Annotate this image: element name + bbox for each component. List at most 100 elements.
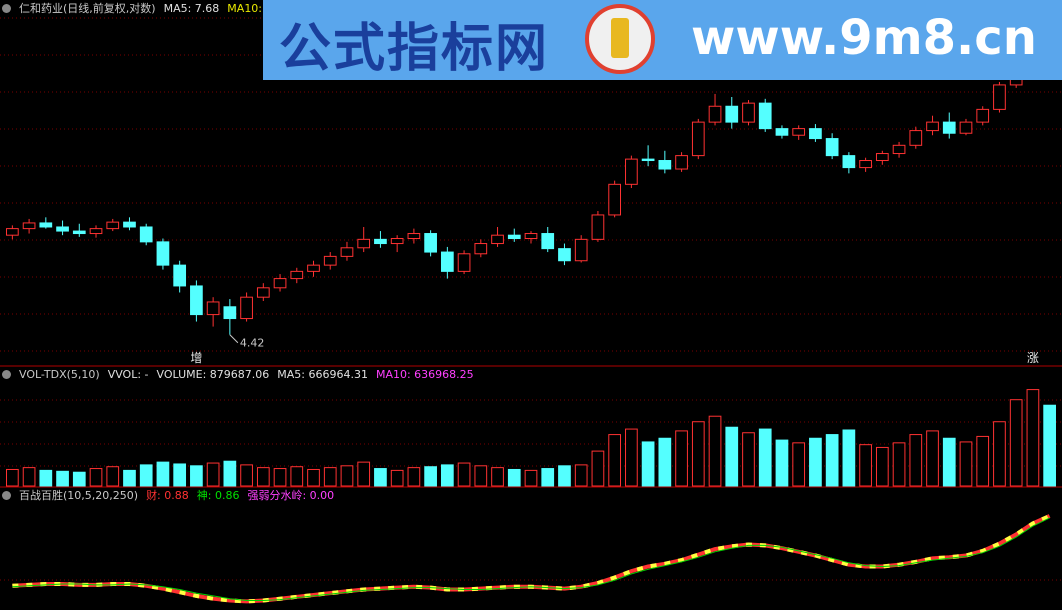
toggle-icon[interactable] (2, 369, 11, 379)
volume-bar (859, 444, 872, 487)
volume-header: VOL-TDX(5,10) VVOL: - VOLUME: 879687.06 MA5… (2, 367, 474, 381)
candle-body (474, 243, 488, 255)
volume-bar (1009, 399, 1023, 487)
candle-body (725, 105, 739, 123)
legend-entry: MA10: 636968.25 (375, 367, 474, 381)
candle-body (859, 160, 872, 169)
volume-bar (357, 461, 371, 487)
candle-body (323, 255, 337, 266)
volume-bar (725, 426, 739, 487)
volume-bar (290, 466, 304, 487)
volume-bar (390, 469, 404, 487)
volume-bar (156, 461, 170, 487)
candle-body (558, 248, 571, 262)
low-label: 4.42 (240, 337, 265, 350)
volume-bar (106, 466, 120, 487)
candle-body (6, 228, 19, 236)
volume-bar (206, 462, 220, 487)
volume-bar (39, 469, 53, 487)
watermark-url: www.9m8.cn (691, 10, 1037, 66)
volume-bar (742, 432, 755, 487)
volume-bar (307, 468, 320, 487)
candle-body (106, 221, 120, 230)
volume-bar (407, 467, 421, 487)
legend-entry: MA5: 7.68 (163, 1, 220, 15)
candle-body (892, 144, 906, 155)
watermark-title: 公式指标网 (279, 19, 550, 79)
volume-bar (809, 437, 822, 487)
signal-label: 涨 (1027, 350, 1039, 365)
candle-body (574, 238, 588, 262)
panel-title: 仁和药业(日线,前复权,对数) (19, 2, 156, 15)
volume-bar (926, 430, 939, 487)
volume-bar (1043, 404, 1056, 487)
volume-bar (22, 467, 36, 487)
candle-body (742, 102, 755, 123)
volume-bar (374, 468, 387, 487)
volume-bar (641, 441, 655, 487)
candle-body (708, 105, 722, 123)
volume-bar (691, 421, 705, 487)
candle-body (390, 238, 404, 245)
toggle-icon[interactable] (2, 3, 11, 13)
volume-bar (574, 464, 588, 487)
volume-bar (1026, 389, 1040, 487)
candle-body (357, 238, 371, 249)
volume-bar (223, 460, 237, 487)
volume-bar (875, 446, 889, 487)
candle-body (976, 108, 990, 123)
candle-body (424, 233, 437, 253)
candle-body (608, 183, 622, 216)
volume-bar (323, 467, 337, 487)
volume-bar (340, 465, 354, 487)
candle-body (156, 241, 170, 266)
volume-bar (909, 434, 923, 487)
legend-entry: VVOL: - (107, 367, 149, 381)
candle-body (959, 121, 973, 134)
candle-body (123, 221, 136, 228)
toggle-icon[interactable] (2, 490, 11, 500)
candle-body (825, 138, 839, 157)
legend-entry: MA10: (227, 1, 263, 15)
candle-body (909, 130, 923, 146)
candle-body (524, 233, 538, 240)
volume-bar (240, 464, 253, 487)
volume-bar (256, 467, 270, 487)
candle-body (491, 234, 504, 245)
candle-body (591, 214, 605, 240)
volume-bar (424, 466, 437, 487)
volume-bar (608, 434, 622, 487)
volume-bar (758, 428, 772, 487)
candle-body (256, 287, 270, 298)
candle-body (942, 121, 956, 134)
volume-bar (708, 415, 722, 487)
low-marker (229, 334, 239, 344)
volume-bar (675, 430, 688, 487)
candle-body (775, 128, 789, 136)
candle-body (89, 228, 103, 235)
volume-bar (173, 463, 187, 487)
volume-bar (892, 442, 906, 487)
volume-bar (474, 465, 488, 487)
volume-bar (591, 450, 605, 487)
volume-bar (190, 465, 203, 487)
volume-bar (775, 439, 789, 487)
volume-bar (993, 421, 1006, 487)
candle-body (56, 226, 69, 232)
volume-bar (558, 465, 571, 487)
volume-bar (942, 437, 956, 487)
candle-body (273, 278, 287, 289)
candle-body (507, 234, 521, 240)
volume-bar (541, 468, 555, 487)
candle-body (457, 253, 471, 272)
candle-body (440, 251, 454, 272)
volume-bar (457, 462, 471, 487)
candle-body (792, 128, 806, 136)
candle-body (223, 306, 237, 320)
signal-label: 增 (190, 351, 202, 365)
candle-body (290, 270, 304, 280)
legend-entry: 神: 0.86 (196, 489, 240, 502)
panel-title: VOL-TDX(5,10) (19, 367, 100, 381)
candle-body (675, 155, 688, 170)
